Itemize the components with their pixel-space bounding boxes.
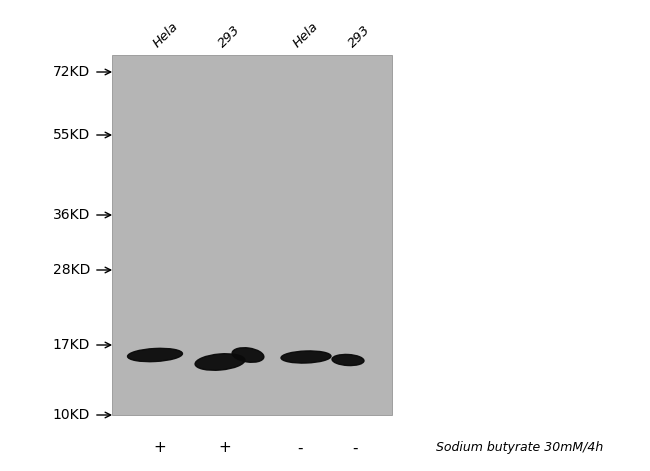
Text: 36KD: 36KD (53, 208, 90, 222)
Text: 10KD: 10KD (53, 408, 90, 422)
Text: 28KD: 28KD (53, 263, 90, 277)
Text: Sodium butyrate 30mM/4h: Sodium butyrate 30mM/4h (436, 441, 604, 455)
Ellipse shape (232, 348, 264, 362)
Text: 17KD: 17KD (53, 338, 90, 352)
Text: 293: 293 (216, 23, 242, 50)
Text: 293: 293 (346, 23, 372, 50)
Text: +: + (218, 440, 231, 455)
Ellipse shape (195, 354, 245, 370)
Ellipse shape (127, 349, 183, 362)
Text: -: - (352, 440, 358, 455)
Text: 55KD: 55KD (53, 128, 90, 142)
Text: Hela: Hela (151, 20, 181, 50)
Ellipse shape (332, 355, 364, 365)
Text: -: - (297, 440, 303, 455)
Text: +: + (153, 440, 166, 455)
Ellipse shape (281, 351, 331, 363)
Bar (112, 55, 392, 415)
Text: Hela: Hela (291, 20, 321, 50)
Text: 72KD: 72KD (53, 65, 90, 79)
